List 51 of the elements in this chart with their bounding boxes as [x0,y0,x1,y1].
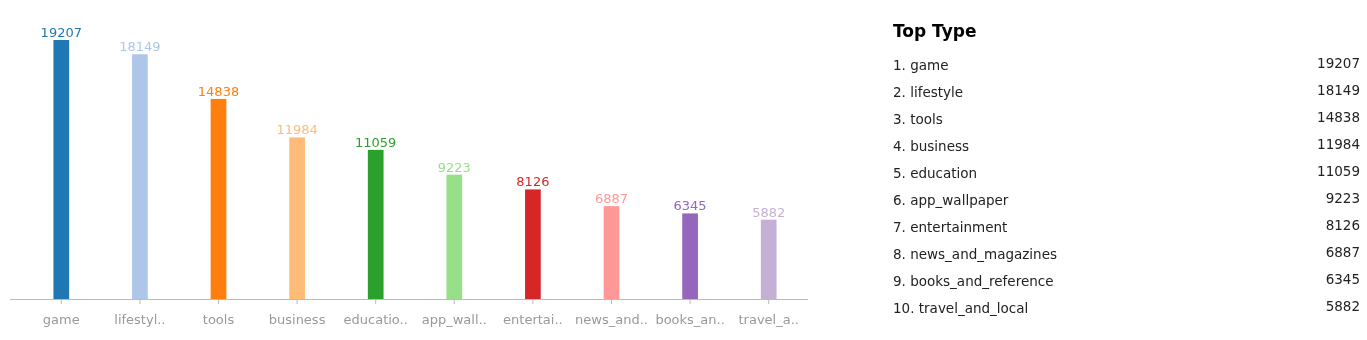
data-label: 14838 [1317,109,1360,125]
bar [289,137,305,299]
x-tick-label: business [268,312,326,327]
data-label: 6887 [1325,244,1360,260]
data-label: 11984 [276,122,318,138]
bar [525,189,541,299]
category-label: 9. books_and_reference [893,273,1054,289]
data-label: 11984 [1317,136,1360,152]
x-tick-label: lifestyl.. [114,312,166,327]
x-tick-label: entertai.. [503,312,563,327]
category-label: 6. app_wallpaper [893,192,1009,208]
data-label: 18149 [119,39,161,55]
x-tick-label: app_wall.. [421,312,487,327]
category-label: 5. education [893,165,978,181]
x-tick-label: tools [202,312,235,327]
data-label: 11059 [355,134,397,150]
data-label: 14838 [197,83,240,99]
data-label: 5882 [752,204,786,220]
bar [682,213,698,299]
data-label: 6887 [594,191,629,207]
x-tick-label: educatio.. [343,312,408,327]
category-label: 2. lifestyle [893,84,964,100]
category-label: 10. travel_and_local [893,300,1029,316]
data-label: 19207 [1317,55,1360,71]
bar [446,174,463,299]
x-tick-label: news_and.. [575,312,648,327]
bar [603,206,620,299]
text: Top Type [893,21,977,41]
data-label: 9223 [437,159,471,175]
x-tick-label: travel_a.. [738,312,799,327]
data-label: 6345 [1325,271,1360,287]
data-label: 18149 [1317,82,1360,98]
data-label: 5882 [1325,298,1360,314]
x-tick-label: books_an.. [655,312,725,327]
data-label: 19207 [40,25,82,40]
category-label: 1. game [893,57,949,73]
bar [53,40,70,299]
category-label: 7. entertainment [893,219,1008,235]
x-tick-label: game [42,312,80,327]
data-label: 6345 [673,198,707,214]
category-label: 3. tools [893,111,943,127]
data-label: 11059 [1317,163,1360,179]
bar [132,54,148,299]
data-label: 9223 [1325,190,1360,206]
bar [210,98,227,299]
bar [367,149,384,299]
data-label: 8126 [1325,217,1360,233]
bar [760,219,777,299]
category-label: 8. news_and_magazines [893,246,1058,262]
data-label: 8126 [516,174,550,190]
category-label: 4. business [893,138,970,154]
